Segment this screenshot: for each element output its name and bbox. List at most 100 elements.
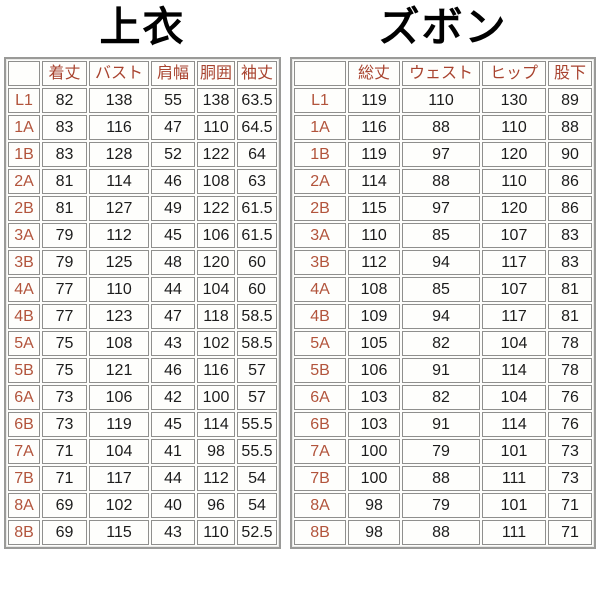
- size-value: 103: [348, 412, 400, 438]
- size-value: 125: [89, 250, 149, 276]
- size-value: 73: [548, 466, 592, 492]
- size-value: 73: [42, 412, 87, 438]
- size-value: 106: [89, 385, 149, 411]
- size-value: 94: [402, 304, 480, 330]
- size-value: 46: [151, 358, 195, 384]
- size-value: 76: [548, 412, 592, 438]
- size-value: 110: [402, 88, 480, 114]
- table-row: 7A 71 104 41 98 55.5: [8, 439, 277, 465]
- size-label: 6B: [294, 412, 346, 438]
- size-value: 94: [402, 250, 480, 276]
- size-value: 98: [348, 520, 400, 546]
- size-value: 43: [151, 331, 195, 357]
- size-value: 52.5: [237, 520, 277, 546]
- size-value: 122: [197, 196, 235, 222]
- corner-cell: [294, 61, 346, 87]
- table-row: 1B 119 97 120 90: [294, 142, 592, 168]
- size-value: 86: [548, 196, 592, 222]
- size-value: 81: [42, 196, 87, 222]
- table-row: 8A 98 79 101 71: [294, 493, 592, 519]
- size-value: 112: [89, 223, 149, 249]
- size-value: 55: [151, 88, 195, 114]
- column-header: 肩幅: [151, 61, 195, 87]
- size-value: 112: [197, 466, 235, 492]
- size-value: 79: [402, 439, 480, 465]
- size-value: 44: [151, 466, 195, 492]
- size-label: 7A: [8, 439, 40, 465]
- size-value: 71: [42, 439, 87, 465]
- size-label: 5A: [294, 331, 346, 357]
- size-value: 110: [197, 520, 235, 546]
- size-value: 41: [151, 439, 195, 465]
- size-value: 81: [548, 277, 592, 303]
- size-value: 79: [42, 223, 87, 249]
- size-value: 88: [402, 115, 480, 141]
- table-row: L1 119 110 130 89: [294, 88, 592, 114]
- size-label: 1A: [294, 115, 346, 141]
- size-label: 8B: [8, 520, 40, 546]
- size-value: 117: [89, 466, 149, 492]
- size-value: 115: [89, 520, 149, 546]
- size-value: 110: [348, 223, 400, 249]
- size-label: 5B: [8, 358, 40, 384]
- size-label: 6A: [294, 385, 346, 411]
- size-value: 75: [42, 358, 87, 384]
- pants-section: ズボン 総丈 ウェスト ヒップ 股下 L1 119 110 130 89 1A 116 88 110 88…: [290, 2, 596, 550]
- table-row: 2A 114 88 110 86: [294, 169, 592, 195]
- size-label: 4B: [294, 304, 346, 330]
- size-value: 75: [42, 331, 87, 357]
- size-value: 69: [42, 520, 87, 546]
- size-value: 81: [42, 169, 87, 195]
- size-value: 116: [197, 358, 235, 384]
- column-header: 着丈: [42, 61, 87, 87]
- size-value: 76: [548, 385, 592, 411]
- size-value: 54: [237, 493, 277, 519]
- corner-cell: [8, 61, 40, 87]
- size-label: 2B: [8, 196, 40, 222]
- size-value: 101: [482, 439, 546, 465]
- size-value: 73: [42, 385, 87, 411]
- size-value: 90: [548, 142, 592, 168]
- size-value: 138: [89, 88, 149, 114]
- size-label: 3B: [294, 250, 346, 276]
- size-value: 119: [348, 142, 400, 168]
- size-value: 100: [197, 385, 235, 411]
- table-row: 2B 115 97 120 86: [294, 196, 592, 222]
- size-value: 104: [197, 277, 235, 303]
- size-value: 45: [151, 412, 195, 438]
- size-value: 45: [151, 223, 195, 249]
- size-label: 7A: [294, 439, 346, 465]
- jacket-size-table: 着丈 バスト 肩幅 胴囲 袖丈 L1 82 138 55 138 63.5 1A 83 116 47 110 6…: [4, 57, 281, 550]
- size-value: 79: [42, 250, 87, 276]
- size-value: 83: [42, 142, 87, 168]
- size-value: 48: [151, 250, 195, 276]
- size-value: 88: [402, 520, 480, 546]
- size-value: 89: [548, 88, 592, 114]
- size-value: 106: [348, 358, 400, 384]
- size-value: 114: [482, 358, 546, 384]
- size-value: 91: [402, 412, 480, 438]
- table-row: 5B 106 91 114 78: [294, 358, 592, 384]
- table-row: 4B 77 123 47 118 58.5: [8, 304, 277, 330]
- size-value: 102: [197, 331, 235, 357]
- table-row: 3B 112 94 117 83: [294, 250, 592, 276]
- size-value: 96: [197, 493, 235, 519]
- size-label: 4B: [8, 304, 40, 330]
- size-label: 7B: [8, 466, 40, 492]
- size-value: 83: [548, 223, 592, 249]
- size-value: 111: [482, 466, 546, 492]
- size-value: 64: [237, 142, 277, 168]
- table-row: 7B 71 117 44 112 54: [8, 466, 277, 492]
- size-value: 61.5: [237, 223, 277, 249]
- size-label: 1B: [8, 142, 40, 168]
- column-header: ウェスト: [402, 61, 480, 87]
- table-row: 6B 103 91 114 76: [294, 412, 592, 438]
- size-label: 1A: [8, 115, 40, 141]
- table-row: 1B 83 128 52 122 64: [8, 142, 277, 168]
- size-value: 117: [482, 250, 546, 276]
- size-value: 109: [348, 304, 400, 330]
- size-value: 77: [42, 304, 87, 330]
- column-header: バスト: [89, 61, 149, 87]
- table-row: 3B 79 125 48 120 60: [8, 250, 277, 276]
- size-value: 120: [482, 142, 546, 168]
